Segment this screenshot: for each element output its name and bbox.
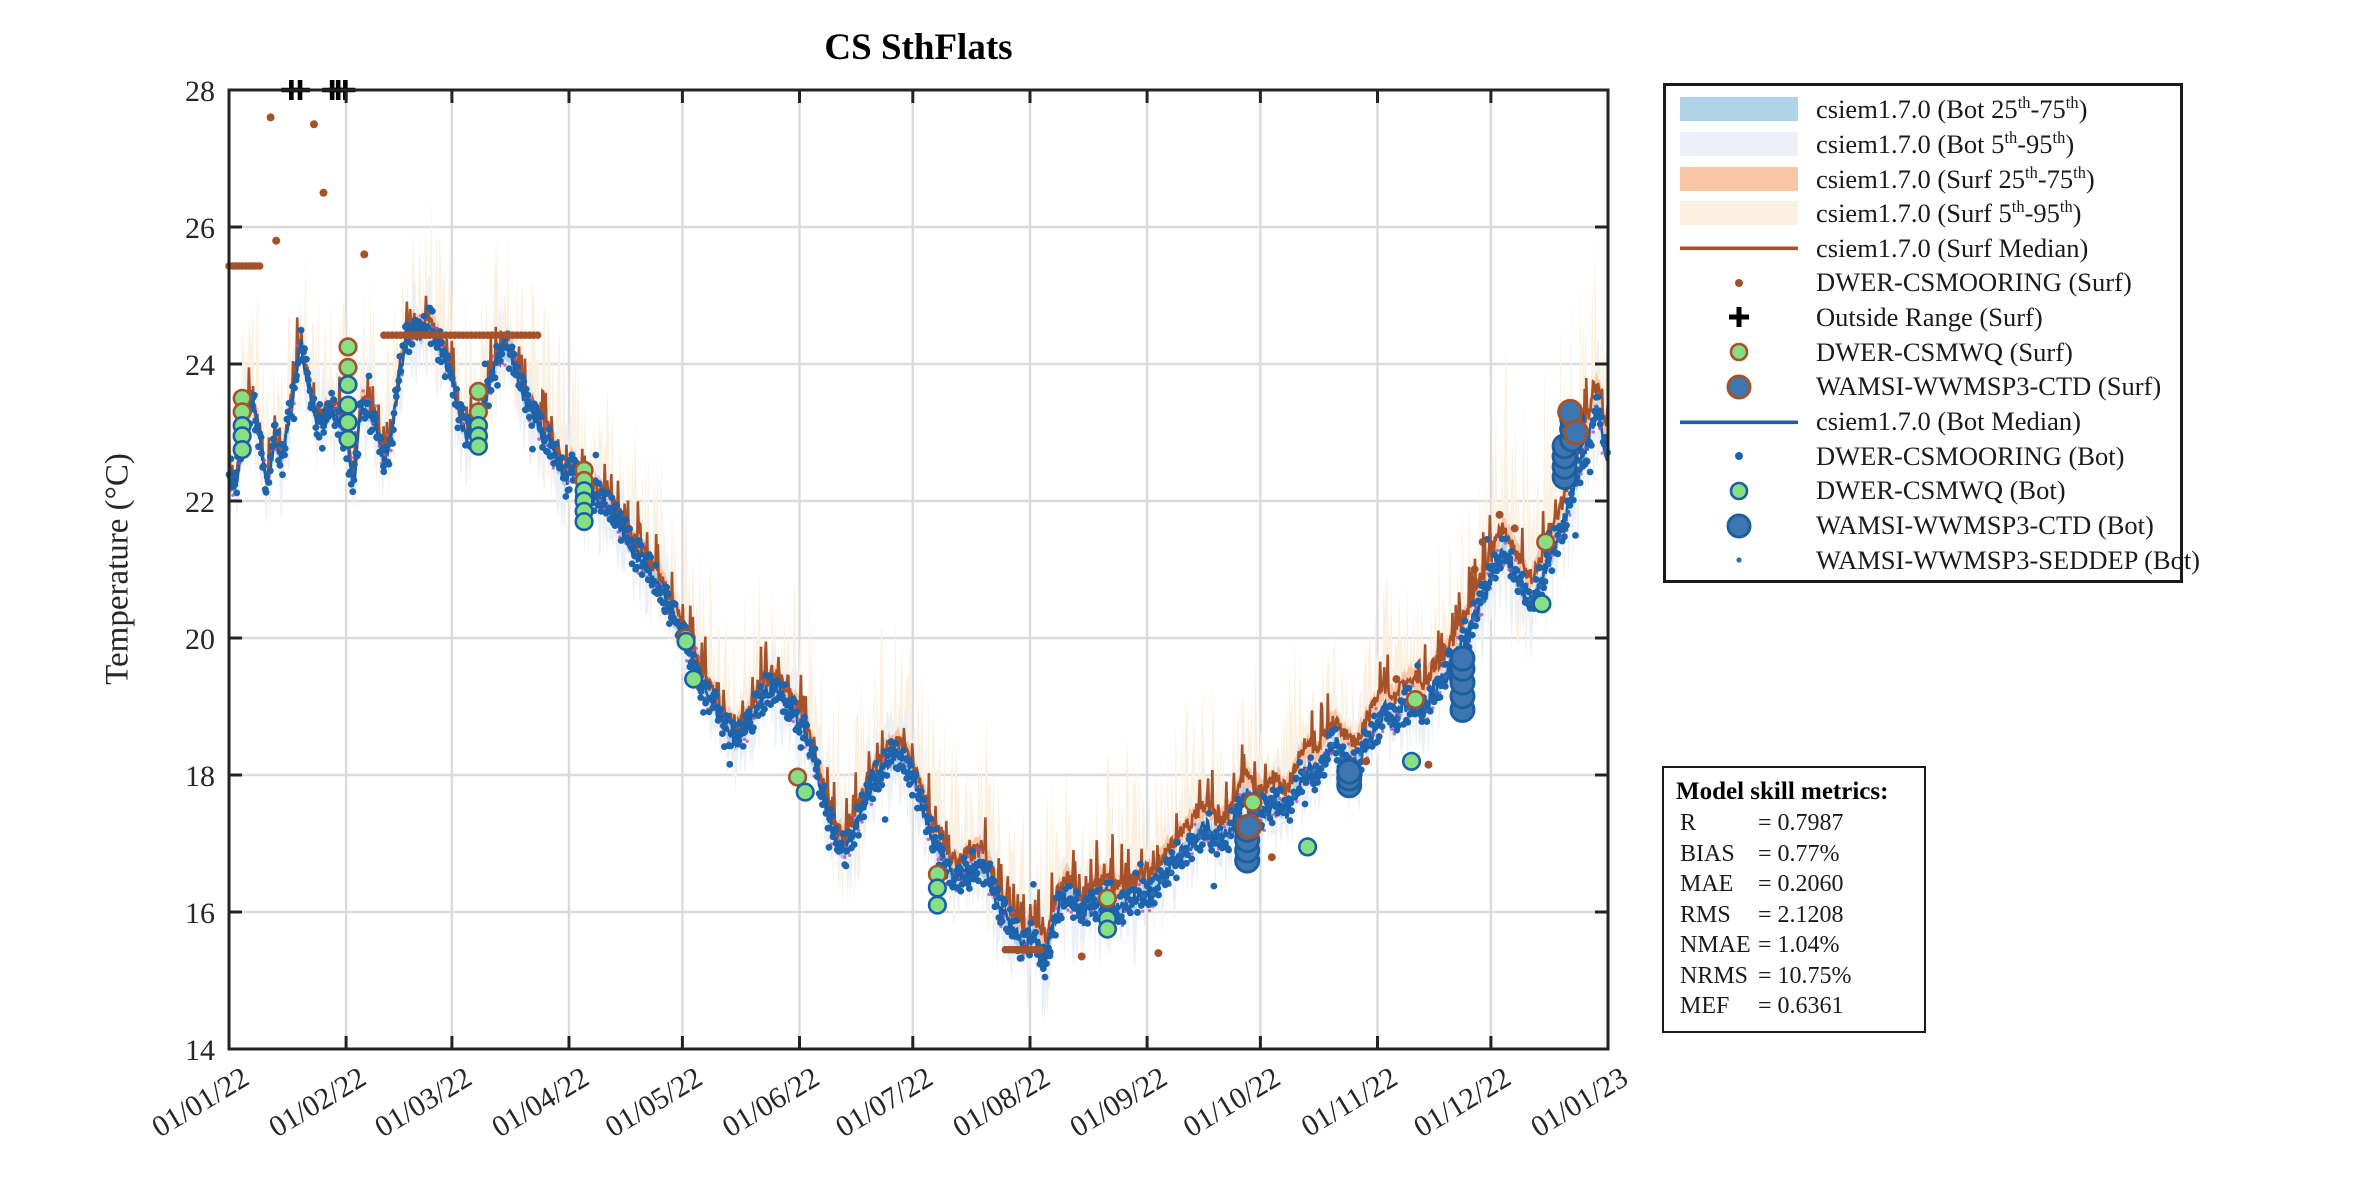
legend-entry: Outside Range (Surf) bbox=[1666, 300, 2180, 335]
axis-frame bbox=[227, 88, 1610, 1051]
csmwq-markers bbox=[232, 337, 1556, 939]
metric-value: = 1.04% bbox=[1758, 932, 1840, 958]
legend-entry-label: Outside Range (Surf) bbox=[1816, 301, 2043, 332]
y-axis-label: Temperature (°C) bbox=[99, 453, 136, 685]
legend-entry-label: WAMSI-WWMSP3-SEDDEP (Bot) bbox=[1816, 544, 2201, 575]
legend-tinydot-icon bbox=[1736, 557, 1742, 563]
metric-label: R bbox=[1680, 810, 1697, 836]
legend-entry: csiem1.7.0 (Surf 5th-95th) bbox=[1666, 196, 2180, 231]
metric-label: MAE bbox=[1680, 871, 1734, 897]
legend-entry-label: WAMSI-WWMSP3-CTD (Bot) bbox=[1816, 510, 2154, 541]
legend-entry-label: DWER-CSMWQ (Surf) bbox=[1816, 336, 2073, 367]
x-axis-tick-label: 01/12/22 bbox=[1408, 1061, 1516, 1144]
legend-circle-icon bbox=[1729, 481, 1749, 501]
y-axis-tick-label: 18 bbox=[185, 760, 215, 793]
legend-entry: WAMSI-WWMSP3-CTD (Bot) bbox=[1666, 508, 2180, 543]
legend-entry: csiem1.7.0 (Bot Median) bbox=[1666, 404, 2180, 439]
legend-bigcircle-icon bbox=[1726, 374, 1752, 400]
legend-entry-label: WAMSI-WWMSP3-CTD (Surf) bbox=[1816, 371, 2162, 402]
metric-label: BIAS bbox=[1680, 840, 1735, 867]
legend-entry-label: DWER-CSMWQ (Bot) bbox=[1816, 475, 2066, 506]
legend-entry-label: csiem1.7.0 (Bot 25th-75th) bbox=[1816, 93, 2088, 125]
legend-entry: csiem1.7.0 (Bot 25th-75th) bbox=[1666, 92, 2180, 127]
legend-circle-icon bbox=[1729, 342, 1749, 362]
legend-entry-label: csiem1.7.0 (Surf 5th-95th) bbox=[1816, 197, 2082, 229]
surf-median-line bbox=[227, 295, 1610, 946]
legend-dot-icon bbox=[1735, 278, 1743, 287]
x-axis-tick-label: 01/11/22 bbox=[1296, 1061, 1403, 1144]
legend-entry: DWER-CSMOORING (Surf) bbox=[1666, 265, 2180, 300]
legend-band-icon bbox=[1680, 166, 1798, 191]
legend-plus-icon bbox=[1729, 307, 1749, 328]
x-axis-tick-label: 01/09/22 bbox=[1064, 1061, 1172, 1144]
metric-row: NMAE = 1.04% bbox=[1676, 930, 1912, 961]
legend-entry-label: csiem1.7.0 (Surf Median) bbox=[1816, 232, 2089, 263]
metric-row: R = 0.7987 bbox=[1676, 808, 1912, 839]
legend-entry: csiem1.7.0 (Bot 5th-95th) bbox=[1666, 127, 2180, 162]
legend-entry-label: csiem1.7.0 (Bot 5th-95th) bbox=[1816, 128, 2075, 159]
legend-entry: WAMSI-WWMSP3-SEDDEP (Bot) bbox=[1666, 543, 2200, 578]
metric-value: = 0.6361 bbox=[1758, 993, 1844, 1019]
x-axis-tick-label: 01/04/22 bbox=[486, 1061, 594, 1144]
legend-band-icon bbox=[1680, 201, 1798, 226]
legend-bigcircle-icon bbox=[1726, 513, 1752, 539]
legend-band-icon bbox=[1680, 97, 1798, 122]
x-axis-tick-label: 01/02/22 bbox=[263, 1061, 371, 1144]
metrics-box: Model skill metrics: R = 0.7987 BIAS = 0.77… bbox=[1662, 766, 1926, 1033]
legend-line-icon bbox=[1680, 420, 1798, 424]
legend-line-icon bbox=[1680, 246, 1798, 251]
legend-entry: DWER-CSMOORING (Bot) bbox=[1666, 439, 2180, 474]
metric-label: NMAE bbox=[1680, 932, 1751, 958]
y-axis-tick-label: 14 bbox=[185, 1034, 215, 1067]
metric-value: = 0.77% bbox=[1758, 840, 1840, 867]
metrics-title: Model skill metrics: bbox=[1676, 778, 1889, 805]
metric-label: MEF bbox=[1680, 993, 1730, 1019]
metric-value: = 10.75% bbox=[1758, 962, 1852, 989]
legend-entry-label: csiem1.7.0 (Bot Median) bbox=[1816, 406, 2081, 437]
x-axis-tick-label: 01/01/23 bbox=[1525, 1061, 1633, 1144]
moor-bot-dots bbox=[225, 304, 1611, 981]
legend-entry: csiem1.7.0 (Surf Median) bbox=[1666, 231, 2180, 266]
y-axis-tick-label: 16 bbox=[185, 897, 215, 930]
y-axis-tick-label: 24 bbox=[185, 349, 215, 382]
x-axis-tick-label: 01/05/22 bbox=[600, 1061, 708, 1144]
x-axis-tick-label: 01/08/22 bbox=[947, 1061, 1055, 1144]
x-axis-tick-label: 01/10/22 bbox=[1178, 1061, 1286, 1144]
legend-entry-label: DWER-CSMOORING (Bot) bbox=[1816, 440, 2125, 471]
legend-entry: csiem1.7.0 (Surf 25th-75th) bbox=[1666, 161, 2180, 196]
metric-value: = 0.7987 bbox=[1758, 810, 1844, 836]
legend-band-icon bbox=[1680, 132, 1798, 157]
y-axis-tick-label: 22 bbox=[185, 486, 215, 519]
metric-row: RMS = 2.1208 bbox=[1676, 900, 1912, 931]
chart-title: CS SthFlats bbox=[824, 27, 1013, 68]
metric-label: NRMS bbox=[1680, 962, 1749, 989]
metric-row: MAE = 0.2060 bbox=[1676, 869, 1912, 900]
x-axis-tick-label: 01/01/22 bbox=[146, 1061, 254, 1144]
legend-entry-label: DWER-CSMOORING (Surf) bbox=[1816, 267, 2132, 298]
metric-value: = 0.2060 bbox=[1758, 871, 1844, 897]
legend-box: csiem1.7.0 (Bot 25th-75th) csiem1.7.0 (Bo… bbox=[1663, 83, 2200, 583]
legend-entry: DWER-CSMWQ (Bot) bbox=[1666, 474, 2180, 509]
x-axis-tick-label: 01/07/22 bbox=[830, 1061, 938, 1144]
moor-surf-dots bbox=[225, 113, 1519, 961]
y-axis-tick-label: 20 bbox=[185, 623, 215, 656]
metric-label: RMS bbox=[1680, 901, 1731, 928]
legend-entry: DWER-CSMWQ (Surf) bbox=[1666, 335, 2180, 370]
metric-row: BIAS = 0.77% bbox=[1676, 839, 1912, 870]
legend-dot-icon bbox=[1735, 452, 1743, 461]
ctd-markers bbox=[1234, 398, 1589, 874]
legend-entry-label: csiem1.7.0 (Surf 25th-75th) bbox=[1816, 162, 2095, 194]
y-axis-tick-label: 28 bbox=[185, 75, 215, 108]
metric-row: MEF = 0.6361 bbox=[1676, 991, 1912, 1022]
x-axis-tick-label: 01/06/22 bbox=[717, 1061, 825, 1144]
legend-entry: WAMSI-WWMSP3-CTD (Surf) bbox=[1666, 370, 2180, 405]
x-axis-tick-label: 01/03/22 bbox=[369, 1061, 477, 1144]
metric-row: NRMS = 10.75% bbox=[1676, 961, 1912, 992]
y-axis-tick-label: 26 bbox=[185, 212, 215, 245]
metric-value: = 2.1208 bbox=[1758, 901, 1844, 928]
